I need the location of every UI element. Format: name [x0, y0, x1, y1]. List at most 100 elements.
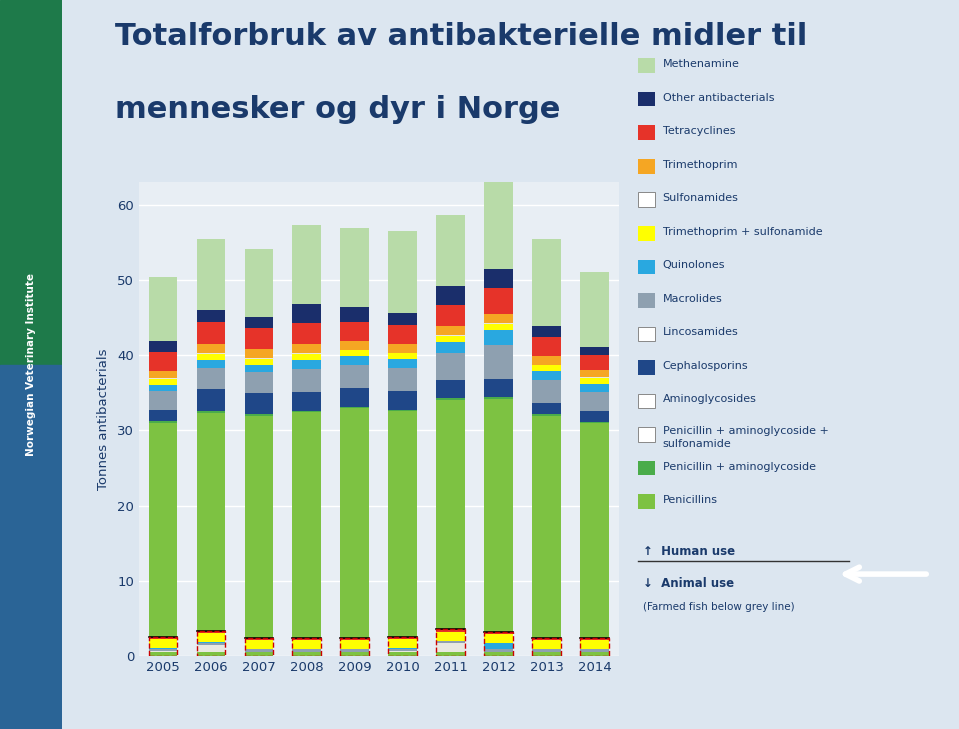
Bar	[149, 391, 177, 410]
Bar	[436, 631, 465, 641]
Bar	[245, 249, 273, 316]
Bar	[197, 631, 225, 634]
Bar	[245, 358, 273, 359]
Bar	[149, 276, 177, 340]
Bar	[245, 414, 273, 416]
Text: Totalforbruk av antibakterielle midler til: Totalforbruk av antibakterielle midler t…	[115, 22, 807, 51]
Bar	[340, 408, 369, 638]
Bar	[197, 239, 225, 311]
Text: Methenamine: Methenamine	[663, 59, 739, 69]
Bar	[436, 629, 465, 656]
Text: ↑  Human use: ↑ Human use	[643, 545, 735, 558]
Bar	[292, 638, 321, 640]
Bar	[149, 378, 177, 379]
Bar	[197, 413, 225, 631]
Text: (Farmed fish below grey line): (Farmed fish below grey line)	[643, 602, 794, 612]
Bar	[436, 327, 465, 335]
Bar	[0, 364, 62, 729]
Bar	[197, 311, 225, 321]
Bar	[532, 652, 561, 656]
Bar	[292, 225, 321, 305]
Bar	[388, 411, 417, 637]
Bar	[245, 364, 273, 373]
Bar	[436, 652, 465, 656]
Bar	[484, 345, 513, 378]
Bar	[388, 637, 417, 639]
Bar	[580, 640, 609, 649]
Bar	[340, 640, 369, 649]
Text: Sulfonamides: Sulfonamides	[663, 193, 738, 203]
Bar	[388, 354, 417, 359]
Bar	[436, 335, 465, 336]
Bar	[484, 287, 513, 314]
Bar	[580, 638, 609, 656]
Bar	[388, 639, 417, 648]
Bar	[245, 393, 273, 414]
Bar	[532, 356, 561, 364]
Bar	[580, 638, 609, 640]
Text: Macrolides: Macrolides	[663, 294, 722, 304]
Bar	[245, 650, 273, 652]
Text: Tetracyclines: Tetracyclines	[663, 126, 736, 136]
Bar	[340, 365, 369, 388]
Bar	[245, 349, 273, 358]
Bar	[0, 0, 62, 364]
Bar	[484, 650, 513, 652]
Text: Quinolones: Quinolones	[663, 260, 725, 270]
Bar	[388, 313, 417, 325]
Text: sulfonamide: sulfonamide	[663, 439, 732, 449]
Bar	[484, 324, 513, 330]
Text: Norwegian Veterinary Institute: Norwegian Veterinary Institute	[26, 273, 36, 456]
Bar	[484, 179, 513, 269]
Bar	[292, 650, 321, 652]
Bar	[580, 347, 609, 355]
Bar	[197, 411, 225, 413]
Bar	[292, 391, 321, 410]
Bar	[292, 323, 321, 344]
Bar	[580, 652, 609, 656]
Bar	[436, 641, 465, 643]
Bar	[340, 652, 369, 656]
Bar	[292, 640, 321, 649]
Bar	[292, 652, 321, 656]
Bar	[388, 391, 417, 410]
Bar	[580, 424, 609, 638]
Bar	[436, 399, 465, 400]
Bar	[388, 410, 417, 411]
Bar	[340, 407, 369, 408]
Bar	[436, 286, 465, 305]
Bar	[484, 269, 513, 287]
Bar	[436, 215, 465, 286]
Bar	[245, 652, 273, 656]
Bar	[197, 652, 225, 656]
Bar	[388, 649, 417, 651]
Bar	[197, 389, 225, 411]
Bar	[292, 412, 321, 638]
Bar	[484, 634, 513, 643]
Bar	[340, 350, 369, 351]
Bar	[532, 640, 561, 649]
Bar	[484, 323, 513, 324]
Bar	[340, 650, 369, 652]
Bar	[388, 637, 417, 656]
Bar	[388, 231, 417, 313]
Bar	[484, 314, 513, 323]
Bar	[245, 316, 273, 328]
Bar	[197, 360, 225, 367]
Bar	[197, 344, 225, 354]
Bar	[292, 638, 321, 656]
Bar	[245, 328, 273, 349]
Y-axis label: Tonnes antibacterials: Tonnes antibacterials	[98, 348, 110, 490]
Bar	[532, 365, 561, 371]
Bar	[484, 378, 513, 397]
Bar	[532, 364, 561, 365]
Bar	[484, 397, 513, 399]
Bar	[580, 650, 609, 652]
Bar	[197, 367, 225, 389]
Bar	[340, 227, 369, 307]
Bar	[532, 403, 561, 414]
Bar	[149, 421, 177, 423]
Bar	[532, 414, 561, 416]
Bar	[245, 416, 273, 638]
Bar	[149, 385, 177, 391]
